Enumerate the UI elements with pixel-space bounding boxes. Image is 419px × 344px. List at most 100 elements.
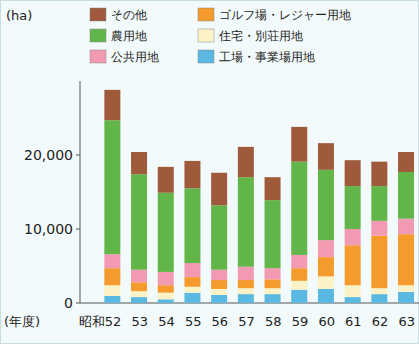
x-tick-label: 61 (345, 314, 362, 329)
bar-segment (238, 267, 254, 280)
legend-label: 住宅・別荘用地 (218, 29, 303, 43)
legend-label: その他 (111, 8, 147, 22)
bar-segment (345, 186, 361, 229)
bar-segment (184, 293, 200, 303)
y-tick (76, 155, 80, 156)
legend-swatch (198, 50, 214, 63)
bar-segment (158, 167, 174, 193)
y-tick (76, 303, 80, 304)
bar-segment (345, 297, 361, 303)
x-tick-label: 58 (265, 314, 282, 329)
bar-segment (238, 288, 254, 294)
bar-segment (131, 297, 147, 303)
y-axis (80, 81, 81, 303)
bar-segment (104, 90, 120, 120)
bar-segment (371, 236, 387, 289)
bar-segment (131, 291, 147, 297)
bar-segment (398, 172, 414, 219)
bar-segment (291, 127, 307, 162)
bar-segment (265, 288, 281, 294)
bar-segment (345, 245, 361, 285)
bar-segment (291, 290, 307, 303)
x-tick-label: 53 (132, 314, 149, 329)
bar-segment (131, 152, 147, 174)
bar-segment (131, 282, 147, 291)
bar-segment (131, 174, 147, 269)
legend-label: 工場・事業場用地 (219, 50, 315, 64)
bar-segment (238, 177, 254, 267)
bar-segment (104, 120, 120, 254)
bar-segment (318, 289, 334, 303)
x-tick-label: 59 (292, 314, 309, 329)
bar-segment (291, 281, 307, 290)
bar-segment (104, 254, 120, 268)
x-tick-label: 62 (372, 314, 389, 329)
bar-segment (184, 263, 200, 277)
bar-segment (238, 147, 254, 177)
bar-segment (398, 152, 414, 172)
bar-segment (104, 285, 120, 296)
legend-label: ゴルフ場・レジャー用地 (219, 8, 351, 22)
legend-swatch (90, 50, 106, 63)
bar-segment (158, 293, 174, 300)
bar-segment (184, 161, 200, 188)
x-tick-label: 60 (318, 314, 335, 329)
x-tick-label: 55 (185, 314, 202, 329)
bar-segment (104, 296, 120, 303)
x-axis-label: (年度) (4, 314, 40, 329)
bar-segment (398, 285, 414, 292)
bar-segment (158, 193, 174, 272)
bar-segment (265, 177, 281, 200)
legend-swatch (90, 29, 106, 42)
bar-segment (211, 173, 227, 206)
bar-segment (158, 272, 174, 285)
bar-segment (371, 186, 387, 221)
x-tick-label: 昭和52 (79, 314, 122, 329)
bar-segment (291, 255, 307, 268)
legend-label: 公共用地 (111, 50, 159, 64)
bar-segment (265, 279, 281, 288)
bar-segment (211, 205, 227, 269)
bar-segment (158, 299, 174, 303)
y-tick-label: 20,000 (24, 147, 73, 163)
bar-segment (291, 162, 307, 255)
bar-segment (371, 221, 387, 236)
bar-segment (318, 170, 334, 240)
x-tick-label: 54 (158, 314, 175, 329)
y-tick-label: 10,000 (24, 221, 73, 237)
x-tick-label: 63 (399, 314, 416, 329)
bars (104, 90, 414, 303)
bar-segment (398, 292, 414, 303)
bar-segment (318, 143, 334, 170)
bar-segment (398, 219, 414, 235)
bar-segment (345, 285, 361, 297)
bar-segment (184, 277, 200, 287)
bar-segment (318, 276, 334, 289)
legend-swatch (198, 29, 214, 42)
bar-segment (398, 234, 414, 285)
bar-segment (184, 188, 200, 263)
bar-segment (318, 240, 334, 257)
bar-segment (265, 268, 281, 279)
y-axis-label: (ha) (6, 8, 32, 23)
bar-segment (371, 162, 387, 186)
x-tick-label: 57 (238, 314, 255, 329)
legend-swatch (90, 8, 106, 21)
bar-segment (318, 257, 334, 276)
bar-segment (131, 270, 147, 283)
legend-swatch (198, 8, 214, 21)
bar-segment (265, 294, 281, 303)
legend-label: 農用地 (111, 29, 147, 43)
bar-segment (211, 289, 227, 295)
bar-segment (345, 229, 361, 245)
bar-segment (211, 270, 227, 280)
bar-segment (211, 280, 227, 289)
bar-segment (158, 285, 174, 292)
bar-segment (345, 160, 361, 186)
x-tick-label: 56 (212, 314, 229, 329)
bar-segment (291, 268, 307, 281)
bar-segment (371, 288, 387, 294)
bar-segment (184, 287, 200, 293)
y-tick (76, 229, 80, 230)
bar-segment (104, 268, 120, 285)
